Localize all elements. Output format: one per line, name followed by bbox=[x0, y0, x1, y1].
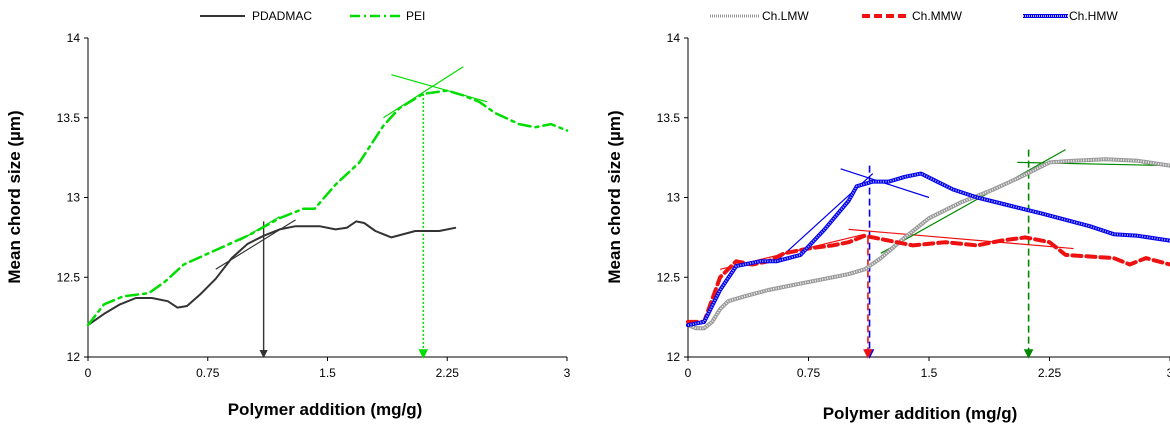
series-lines bbox=[686, 157, 1170, 331]
tangent-line bbox=[1017, 161, 1170, 167]
x-axis-title: Polymer addition (mg/g) bbox=[228, 400, 423, 419]
legend-label-pei: PEI bbox=[406, 9, 425, 23]
tangent-line bbox=[880, 149, 1066, 254]
chart-pdadmac-pei: 12 12.5 13 13.5 14 0 0.75 1.5 2.25 3 Polymer add… bbox=[5, 9, 571, 419]
annotations bbox=[215, 66, 488, 359]
y-tick-label: 12 bbox=[67, 350, 81, 364]
y-tick-label: 14 bbox=[67, 31, 81, 45]
series-hatch-ch-hmw bbox=[687, 172, 1170, 327]
y-axis-title: Mean chord size (µm) bbox=[5, 110, 24, 283]
series-hatch-ch-lmw bbox=[687, 158, 1170, 330]
y-ticks: 12 12.5 13 13.5 14 bbox=[657, 31, 688, 364]
y-tick-label: 12.5 bbox=[657, 270, 681, 284]
y-tick-label: 13.5 bbox=[657, 111, 681, 125]
y-tick-label: 12 bbox=[667, 350, 681, 364]
series-line-ch-mmw bbox=[686, 233, 1170, 324]
x-tick-label: 0.75 bbox=[196, 366, 220, 380]
x-tick-label: 3 bbox=[1167, 366, 1170, 380]
x-axis-title: Polymer addition (mg/g) bbox=[823, 404, 1018, 423]
legend-label-pdadmac: PDADMAC bbox=[252, 9, 312, 23]
y-tick-label: 12.5 bbox=[57, 270, 81, 284]
x-tick-label: 0 bbox=[85, 366, 92, 380]
x-tick-label: 0 bbox=[685, 366, 692, 380]
tangent-line bbox=[848, 228, 1074, 250]
y-tick-label: 13 bbox=[67, 191, 81, 205]
y-tick-label: 14 bbox=[667, 31, 681, 45]
x-ticks: 0 0.75 1.5 2.25 3 bbox=[685, 357, 1170, 380]
x-tick-label: 2.25 bbox=[1038, 366, 1062, 380]
x-tick-label: 1.5 bbox=[921, 366, 938, 380]
x-tick-label: 3 bbox=[564, 366, 571, 380]
chart-chitosan: 12 12.5 13 13.5 14 0 0.75 1.5 2.25 3 Polymer add… bbox=[605, 9, 1170, 423]
legend-label-ch-mmw: Ch.MMW bbox=[912, 9, 963, 23]
series-lines bbox=[86, 89, 569, 327]
tangent-line bbox=[391, 74, 488, 103]
legend: Ch.LMW Ch.MMW Ch.HMW bbox=[710, 9, 1118, 23]
legend-label-ch-lmw: Ch.LMW bbox=[762, 9, 809, 23]
x-tick-label: 0.75 bbox=[797, 366, 821, 380]
x-tick-label: 2.25 bbox=[436, 366, 460, 380]
series-line-pdadmac bbox=[87, 220, 457, 327]
x-ticks: 0 0.75 1.5 2.25 3 bbox=[85, 357, 571, 380]
series-line-pei bbox=[86, 89, 569, 327]
y-ticks: 12 12.5 13 13.5 14 bbox=[57, 31, 88, 364]
legend-label-ch-hmw: Ch.HMW bbox=[1069, 9, 1118, 23]
y-axis-title: Mean chord size (µm) bbox=[605, 110, 624, 283]
x-tick-label: 1.5 bbox=[319, 366, 336, 380]
legend: PDADMAC PEI bbox=[200, 9, 425, 23]
tangent-line bbox=[383, 66, 464, 119]
y-tick-label: 13.5 bbox=[57, 111, 81, 125]
series-line-ch-hmw bbox=[686, 171, 1170, 328]
y-tick-label: 13 bbox=[667, 191, 681, 205]
